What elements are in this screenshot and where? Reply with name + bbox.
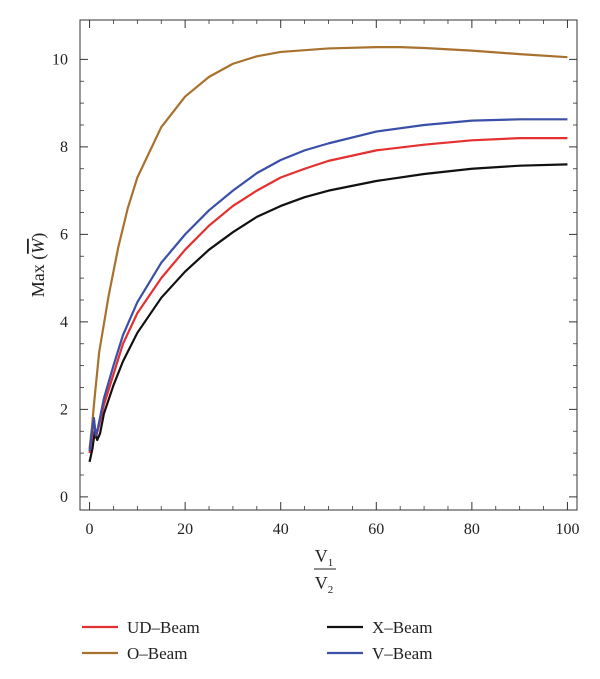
svg-text:Max (W): Max (W) [28, 233, 49, 298]
series-line-o-beam [88, 46, 568, 449]
x-tick-label: 20 [177, 521, 193, 538]
x-tick-label: 60 [368, 521, 384, 538]
legend-label-v-beam: V–Beam [372, 644, 432, 663]
legend-item-v-beam: V–Beam [327, 644, 432, 663]
x-axis-label-denominator: V [315, 573, 328, 593]
legend-label-x-beam: X–Beam [372, 618, 432, 637]
legend-item-x-beam: X–Beam [327, 618, 432, 637]
y-tick-label: 10 [52, 51, 68, 68]
series-lines [88, 46, 568, 463]
series-line-v-beam [88, 118, 568, 452]
legend-label-ud-beam: UD–Beam [127, 618, 200, 637]
legend-item-o-beam: O–Beam [82, 644, 187, 663]
svg-text:V1: V1 [315, 546, 334, 569]
y-axis-label-prefix: Max ( [28, 254, 49, 298]
axis-ticks: 0 20 40 60 80 100 0 2 4 6 8 10 [52, 20, 579, 538]
series-line-x-beam [88, 163, 568, 463]
series-line-ud-beam [88, 137, 568, 454]
y-axis-label-symbol: W [28, 237, 48, 254]
y-axis-label: Max (W) [28, 233, 49, 298]
legend-item-ud-beam: UD–Beam [82, 618, 200, 637]
x-tick-label: 100 [555, 521, 579, 538]
y-tick-label: 8 [60, 139, 68, 156]
x-tick-label: 0 [86, 521, 94, 538]
legend: UD–Beam X–Beam O–Beam V–Beam [82, 618, 432, 663]
y-tick-label: 4 [60, 314, 68, 331]
x-tick-label: 40 [273, 521, 289, 538]
svg-text:V2: V2 [315, 573, 334, 596]
x-axis-label-denominator-sub: 2 [328, 584, 334, 596]
y-tick-label: 0 [60, 489, 68, 506]
y-tick-label: 6 [60, 226, 68, 243]
x-tick-label: 80 [464, 521, 480, 538]
legend-label-o-beam: O–Beam [127, 644, 187, 663]
x-axis-label: V1 V2 [314, 546, 336, 596]
x-axis-label-numerator: V [315, 546, 328, 566]
y-axis-label-suffix: ) [28, 233, 49, 239]
x-axis-label-numerator-sub: 1 [328, 557, 334, 569]
plot-frame [79, 19, 578, 511]
y-tick-label: 2 [60, 401, 68, 418]
